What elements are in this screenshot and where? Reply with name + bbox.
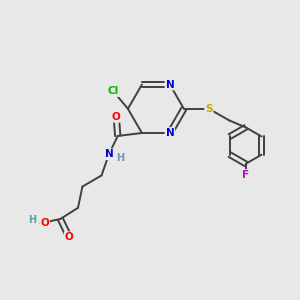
Text: H: H [116,153,124,163]
Text: S: S [205,104,213,114]
Text: O: O [65,232,74,242]
Text: H: H [28,215,36,226]
Text: N: N [105,149,113,159]
Text: O: O [40,218,49,228]
Text: O: O [112,112,121,122]
Text: F: F [242,170,249,180]
Text: N: N [166,80,174,90]
Text: N: N [166,128,174,138]
Text: Cl: Cl [108,86,119,96]
